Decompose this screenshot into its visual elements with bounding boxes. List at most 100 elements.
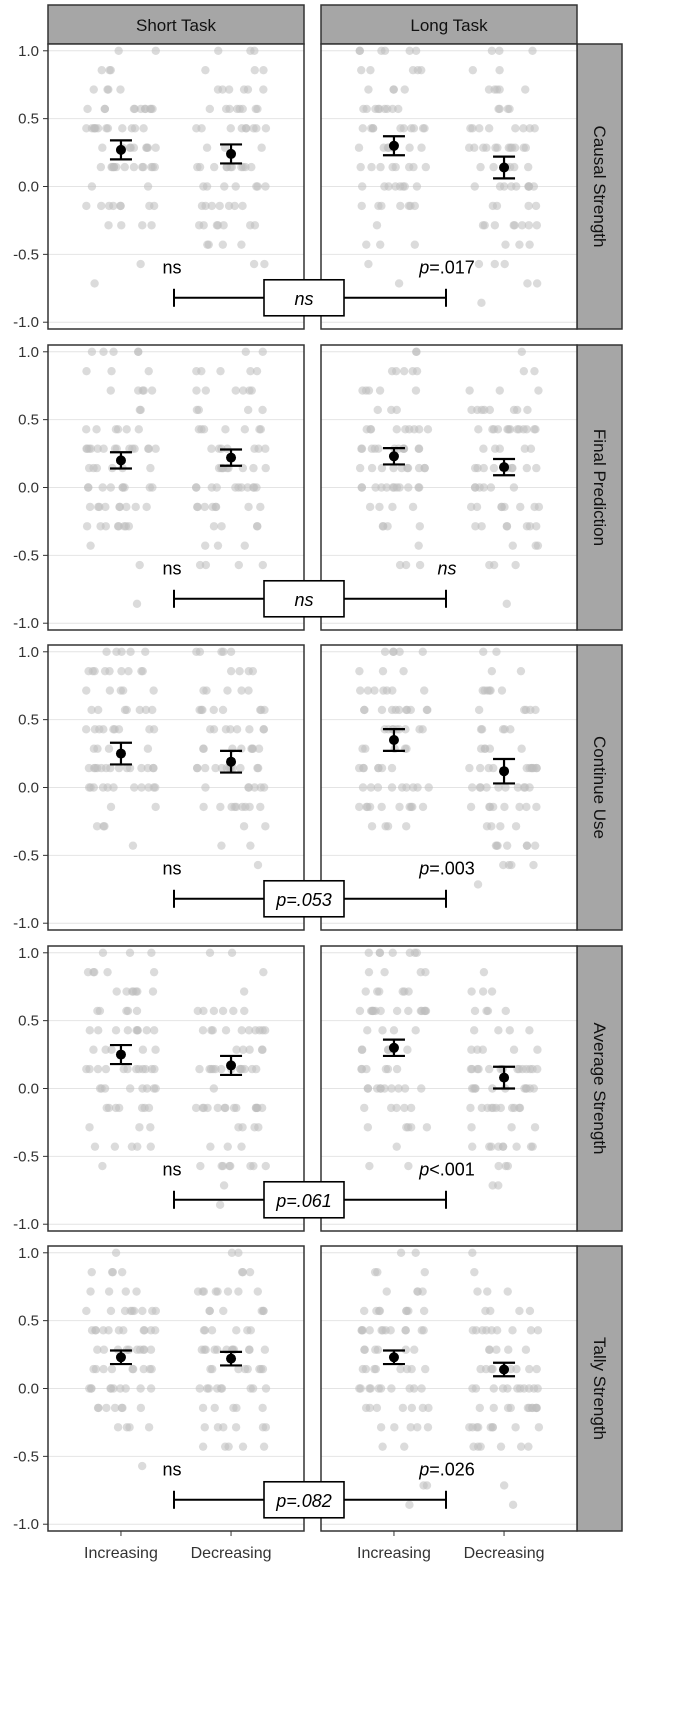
data-point [231, 1423, 241, 1432]
data-point [373, 783, 383, 792]
data-point [503, 1403, 513, 1413]
data-point [139, 1364, 148, 1374]
data-point [130, 104, 139, 114]
data-point [139, 162, 148, 172]
data-point [209, 705, 218, 715]
data-point [102, 647, 111, 656]
data-point [360, 1103, 369, 1113]
data-point [144, 366, 153, 376]
data-point [373, 405, 382, 415]
data-point [252, 124, 261, 133]
data-point [110, 1142, 120, 1151]
data-point [496, 822, 505, 831]
y-tick-label: 1.0 [18, 945, 39, 962]
data-point [365, 802, 375, 812]
data-point [492, 1345, 501, 1354]
data-point [466, 1103, 475, 1113]
data-point [412, 182, 422, 191]
data-point [533, 1064, 542, 1074]
data-point [363, 1026, 372, 1035]
data-point [526, 1326, 536, 1335]
data-point [246, 1161, 255, 1171]
center-annotation: p=.061 [275, 1191, 332, 1211]
data-point [217, 1064, 226, 1074]
y-tick-label: -1.0 [13, 1216, 39, 1233]
data-point [478, 221, 488, 230]
data-point [107, 366, 116, 376]
data-point [94, 1403, 103, 1413]
data-point [207, 1326, 217, 1335]
data-point [507, 143, 517, 152]
data-point [259, 65, 268, 75]
data-point [135, 705, 145, 715]
data-point [89, 85, 98, 94]
data-point [108, 1267, 118, 1277]
data-point [358, 124, 367, 133]
data-point [83, 967, 93, 977]
data-point [211, 1064, 220, 1074]
data-point [95, 1084, 105, 1093]
data-point [492, 647, 501, 656]
data-point [390, 1423, 399, 1432]
y-tick-label: -1.0 [13, 1516, 39, 1533]
data-point [363, 686, 373, 695]
data-point [199, 221, 208, 230]
data-point [210, 1403, 219, 1413]
data-point [485, 802, 494, 812]
data-point [243, 405, 253, 415]
data-point [364, 948, 373, 957]
data-point [521, 705, 531, 715]
data-point [139, 124, 148, 133]
data-point [494, 1181, 503, 1190]
data-point [531, 201, 541, 211]
data-point [252, 366, 262, 376]
data-point [468, 1248, 477, 1257]
data-point [534, 386, 543, 395]
data-point [387, 705, 397, 715]
data-point [246, 1384, 255, 1393]
data-point [139, 1326, 148, 1335]
data-point [467, 1045, 476, 1054]
data-point [107, 1364, 117, 1374]
data-point [388, 948, 397, 957]
data-point [405, 948, 415, 957]
data-point [100, 104, 110, 114]
data-point [146, 1326, 156, 1335]
data-point [403, 1045, 412, 1054]
data-point [404, 1161, 413, 1171]
data-point [200, 763, 210, 773]
data-point [486, 483, 496, 492]
data-point [476, 162, 485, 172]
data-point [387, 1084, 396, 1093]
data-point [524, 201, 533, 211]
data-point [241, 347, 250, 356]
data-point [93, 444, 102, 453]
data-point [422, 1123, 432, 1132]
data-point [149, 686, 158, 695]
data-point [421, 1006, 431, 1016]
row-strip [576, 43, 623, 330]
data-point [237, 1267, 247, 1277]
data-point [357, 65, 366, 75]
data-point [392, 1006, 402, 1016]
y-tick-label: -0.5 [13, 246, 39, 263]
data-point [113, 425, 123, 434]
data-point [237, 240, 246, 249]
data-point [114, 1326, 124, 1335]
data-point [529, 860, 538, 870]
mean-point [115, 144, 126, 155]
y-tick-label: 0.5 [18, 712, 39, 729]
data-point [421, 162, 431, 172]
data-point [87, 182, 97, 191]
data-point [261, 124, 271, 133]
data-point [483, 1287, 492, 1296]
x-tick-label: Decreasing [191, 1545, 272, 1562]
data-point [142, 502, 151, 512]
data-point [238, 802, 247, 812]
data-point [207, 1026, 216, 1035]
data-point [199, 802, 208, 812]
data-point [478, 987, 488, 996]
data-point [137, 763, 146, 773]
data-point [414, 444, 424, 453]
data-point [249, 483, 259, 492]
